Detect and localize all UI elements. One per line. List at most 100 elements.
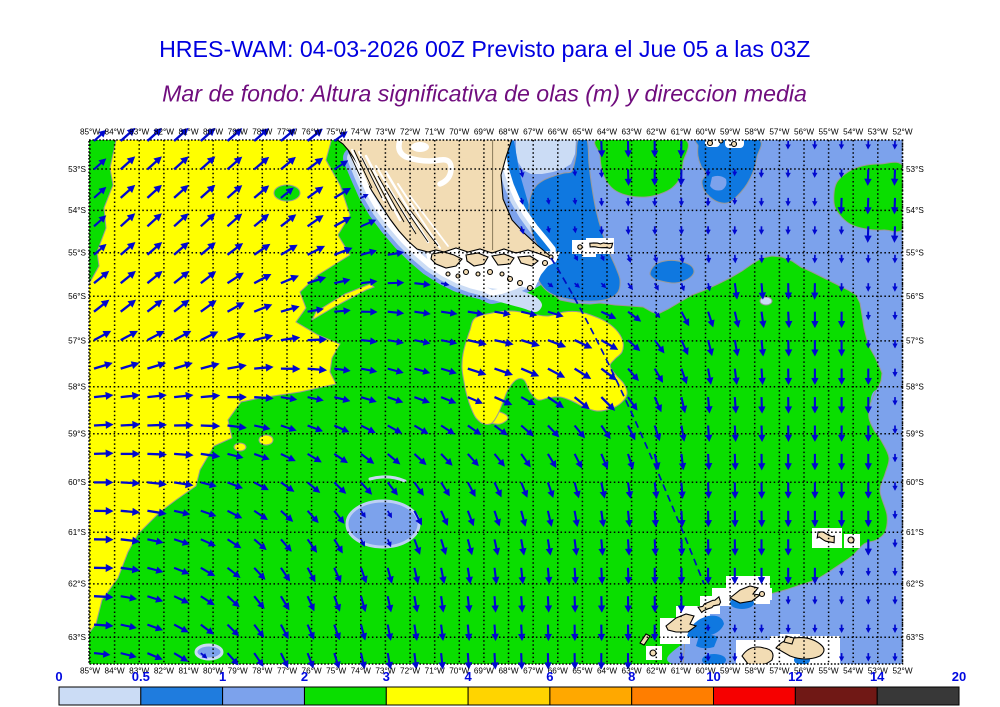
svg-text:82°W: 82°W (154, 128, 174, 137)
svg-text:61°S: 61°S (68, 528, 86, 537)
svg-text:59°S: 59°S (68, 430, 86, 439)
svg-text:6: 6 (546, 669, 553, 684)
svg-text:81°W: 81°W (178, 667, 198, 676)
svg-text:73°W: 73°W (375, 667, 395, 676)
svg-text:61°W: 61°W (671, 667, 691, 676)
svg-text:55°S: 55°S (906, 249, 924, 258)
svg-text:76°W: 76°W (302, 128, 322, 137)
svg-text:76°W: 76°W (302, 667, 322, 676)
svg-text:56°S: 56°S (906, 292, 924, 301)
svg-text:2: 2 (301, 669, 308, 684)
svg-text:53°S: 53°S (68, 165, 86, 174)
svg-text:78°W: 78°W (252, 667, 272, 676)
svg-text:10: 10 (706, 669, 720, 684)
svg-text:0: 0 (55, 669, 62, 684)
svg-text:83°W: 83°W (129, 128, 149, 137)
svg-text:54°S: 54°S (68, 206, 86, 215)
svg-text:12: 12 (788, 669, 802, 684)
svg-text:74°W: 74°W (351, 128, 371, 137)
svg-text:55°W: 55°W (819, 667, 839, 676)
svg-text:59°W: 59°W (720, 667, 740, 676)
svg-text:62°S: 62°S (68, 580, 86, 589)
svg-text:54°S: 54°S (906, 206, 924, 215)
svg-text:55°S: 55°S (68, 249, 86, 258)
svg-text:69°W: 69°W (474, 667, 494, 676)
svg-text:65°W: 65°W (572, 667, 592, 676)
svg-text:68°W: 68°W (498, 667, 518, 676)
svg-text:71°W: 71°W (425, 128, 445, 137)
svg-text:52°W: 52°W (892, 128, 912, 137)
svg-text:63°W: 63°W (622, 128, 642, 137)
svg-text:58°W: 58°W (745, 667, 765, 676)
svg-text:8: 8 (628, 669, 635, 684)
svg-text:68°W: 68°W (498, 128, 518, 137)
svg-text:56°W: 56°W (794, 667, 814, 676)
svg-text:3: 3 (383, 669, 390, 684)
svg-text:80°W: 80°W (203, 128, 223, 137)
svg-text:58°S: 58°S (906, 383, 924, 392)
svg-text:64°W: 64°W (597, 128, 617, 137)
svg-text:85°W: 85°W (80, 667, 100, 676)
svg-text:84°W: 84°W (105, 667, 125, 676)
svg-text:67°W: 67°W (523, 128, 543, 137)
svg-text:62°W: 62°W (646, 667, 666, 676)
svg-text:85°W: 85°W (80, 128, 100, 137)
svg-text:71°W: 71°W (425, 667, 445, 676)
svg-text:60°W: 60°W (695, 667, 715, 676)
svg-text:66°W: 66°W (548, 128, 568, 137)
svg-text:61°W: 61°W (671, 128, 691, 137)
svg-text:62°W: 62°W (646, 128, 666, 137)
svg-text:69°W: 69°W (474, 128, 494, 137)
svg-text:63°S: 63°S (68, 633, 86, 642)
svg-text:81°W: 81°W (178, 128, 198, 137)
svg-text:72°W: 72°W (400, 667, 420, 676)
svg-text:80°W: 80°W (203, 667, 223, 676)
svg-text:60°S: 60°S (68, 478, 86, 487)
svg-text:54°W: 54°W (843, 667, 863, 676)
svg-text:84°W: 84°W (105, 128, 125, 137)
svg-text:78°W: 78°W (252, 128, 272, 137)
svg-text:70°W: 70°W (449, 128, 469, 137)
svg-text:79°W: 79°W (228, 128, 248, 137)
svg-text:66°W: 66°W (548, 667, 568, 676)
svg-text:52°W: 52°W (892, 667, 912, 676)
svg-text:53°W: 53°W (868, 128, 888, 137)
svg-text:58°S: 58°S (68, 383, 86, 392)
svg-text:14: 14 (870, 669, 885, 684)
svg-text:75°W: 75°W (326, 667, 346, 676)
svg-text:60°S: 60°S (906, 478, 924, 487)
svg-text:61°S: 61°S (906, 528, 924, 537)
svg-text:67°W: 67°W (523, 667, 543, 676)
svg-text:75°W: 75°W (326, 128, 346, 137)
svg-text:57°W: 57°W (769, 667, 789, 676)
svg-text:57°W: 57°W (769, 128, 789, 137)
svg-text:60°W: 60°W (695, 128, 715, 137)
svg-text:73°W: 73°W (375, 128, 395, 137)
svg-text:57°S: 57°S (68, 337, 86, 346)
svg-text:1: 1 (219, 669, 226, 684)
svg-text:57°S: 57°S (906, 337, 924, 346)
svg-text:53°W: 53°W (868, 667, 888, 676)
svg-text:4: 4 (464, 669, 472, 684)
svg-text:70°W: 70°W (449, 667, 469, 676)
svg-text:77°W: 77°W (277, 667, 297, 676)
svg-text:83°W: 83°W (129, 667, 149, 676)
svg-text:Mar de fondo: Altura significa: Mar de fondo: Altura significativa de ol… (162, 81, 807, 107)
svg-text:82°W: 82°W (154, 667, 174, 676)
svg-text:62°S: 62°S (906, 580, 924, 589)
svg-text:63°S: 63°S (906, 633, 924, 642)
svg-text:79°W: 79°W (228, 667, 248, 676)
svg-text:0.5: 0.5 (132, 669, 150, 684)
svg-text:72°W: 72°W (400, 128, 420, 137)
svg-text:59°S: 59°S (906, 430, 924, 439)
svg-text:64°W: 64°W (597, 667, 617, 676)
svg-text:56°W: 56°W (794, 128, 814, 137)
svg-text:74°W: 74°W (351, 667, 371, 676)
svg-text:59°W: 59°W (720, 128, 740, 137)
svg-text:65°W: 65°W (572, 128, 592, 137)
svg-text:53°S: 53°S (906, 165, 924, 174)
svg-text:20: 20 (952, 669, 966, 684)
svg-text:63°W: 63°W (622, 667, 642, 676)
svg-text:77°W: 77°W (277, 128, 297, 137)
svg-text:58°W: 58°W (745, 128, 765, 137)
